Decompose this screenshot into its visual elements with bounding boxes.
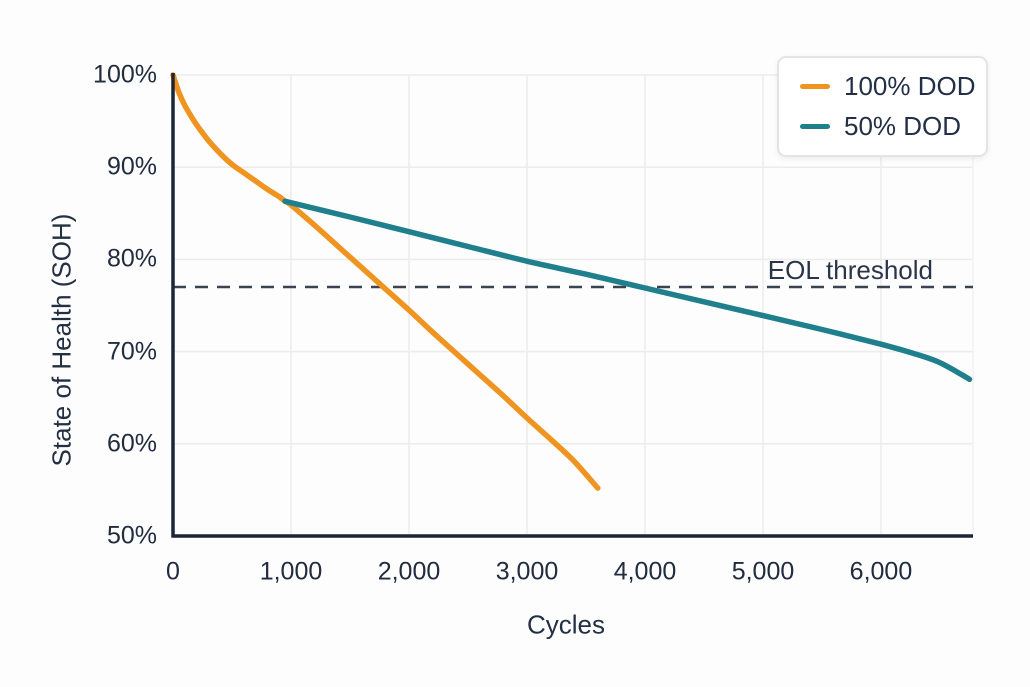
legend-item: 100% DOD	[800, 72, 986, 101]
x-tick-label: 3,000	[495, 557, 559, 586]
x-tick-label: 4,000	[613, 557, 677, 586]
y-tick-label: 80%	[106, 244, 157, 273]
y-tick-label: 70%	[106, 337, 157, 366]
legend-label: 100% DOD	[844, 71, 976, 102]
x-tick-label: 6,000	[849, 557, 913, 586]
legend-item: 50% DOD	[800, 112, 986, 141]
legend-label: 50% DOD	[844, 111, 962, 141]
legend-swatch-icon	[800, 84, 830, 90]
legend: 100% DOD 50% DOD	[777, 56, 988, 157]
series-line-1	[282, 198, 973, 383]
x-tick-label: 5,000	[731, 557, 795, 586]
y-tick-label: 50%	[106, 521, 157, 550]
eol-threshold-label: EOL threshold	[767, 255, 933, 285]
y-tick-label: 60%	[106, 429, 157, 458]
y-axis-title: State of Health (SOH)	[46, 213, 77, 467]
legend-swatch-icon	[800, 123, 830, 129]
y-tick-label: 90%	[106, 152, 157, 181]
y-tick-label: 100%	[93, 60, 157, 89]
series-line-0	[170, 72, 601, 491]
x-axis-title: Cycles	[526, 609, 606, 640]
x-tick-label: 1,000	[259, 557, 323, 586]
x-tick-label: 2,000	[377, 557, 441, 586]
x-tick-label: 0	[166, 557, 180, 586]
